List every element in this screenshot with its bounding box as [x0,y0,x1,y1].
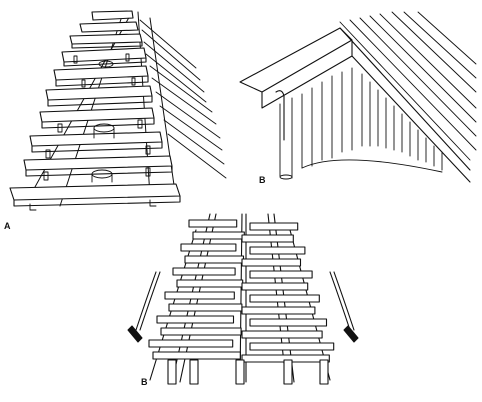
bar [152,351,241,360]
bar [164,291,235,300]
bar [249,270,313,279]
mallet-left [127,271,161,343]
posts [43,53,151,181]
bar [180,243,237,252]
bar [160,327,242,336]
legs [167,359,329,385]
bar [249,222,299,231]
resonator-tubes [279,67,443,180]
bar-edges [339,11,477,161]
bar [241,258,302,267]
background-bars [139,19,227,179]
bar [188,219,238,228]
keyboard-bars-top [148,219,335,363]
panel-label-b-top: B [259,175,266,185]
panel-label-a: A [4,221,11,231]
bar [249,318,328,327]
hanger-hook [275,90,285,141]
bar [168,303,243,312]
bar [241,306,316,315]
main-rail [239,27,471,183]
panel-label-b-bottom: B [141,377,148,387]
bar [176,279,244,288]
bar [184,255,245,264]
bar [148,339,234,348]
bar [249,294,320,303]
resonators [91,60,115,183]
bar [249,342,335,351]
bar [172,267,236,276]
bar [156,315,235,324]
keyboard-bars [9,10,181,207]
bar [241,282,309,291]
bar [192,231,245,240]
front-tabs [29,199,157,211]
bar [241,234,294,243]
bar [241,330,323,339]
mallet-right [329,271,359,343]
bar [249,246,306,255]
